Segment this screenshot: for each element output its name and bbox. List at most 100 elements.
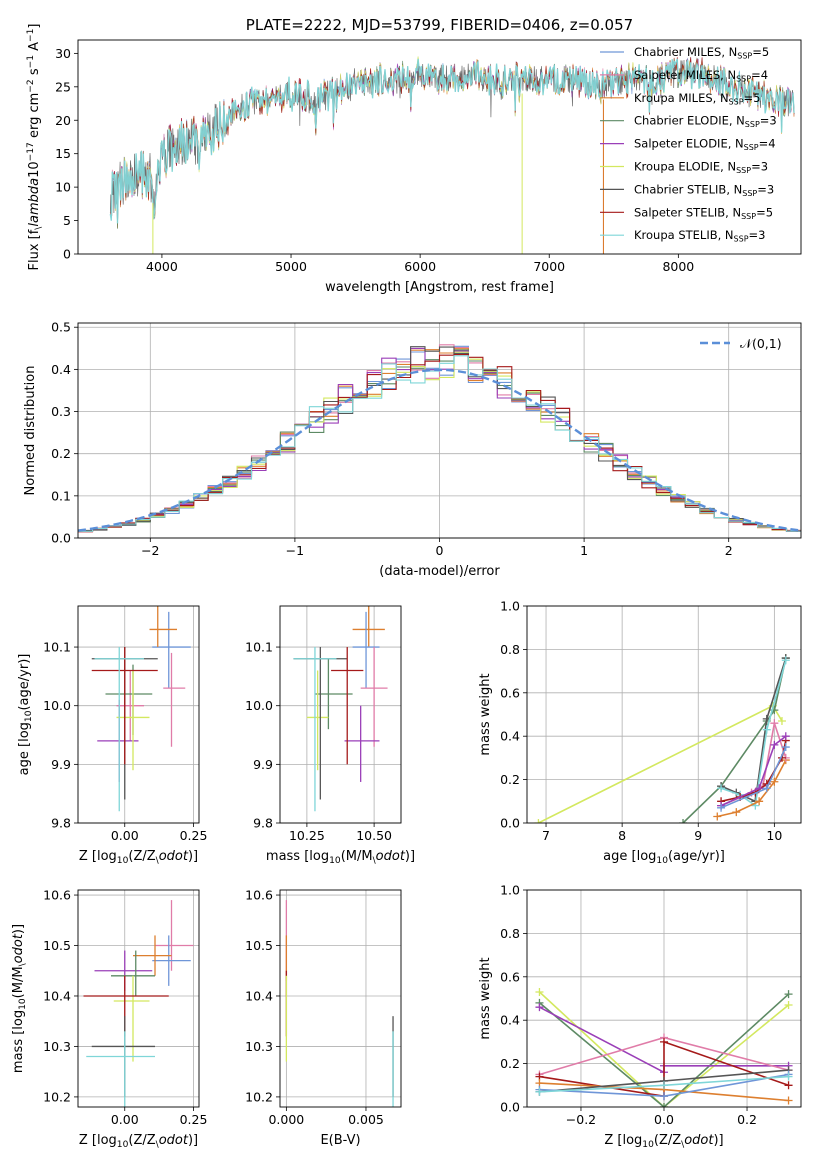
legend-entry: Salpeter ELODIE, NSSP=4 <box>634 137 776 153</box>
weight-marker <box>784 1081 793 1090</box>
x-axis-label: Z [log10(Z/Z\odot)] <box>79 849 198 866</box>
label-fragment: SSP <box>736 74 751 83</box>
label-fragment: s <box>27 68 42 79</box>
label-fragment: odot <box>159 1133 189 1148</box>
label-fragment: 10 <box>27 161 42 178</box>
plot-area <box>83 900 194 1107</box>
x-tick-label: 0.2 <box>737 1112 757 1127</box>
y-tick-label: 10.0 <box>245 698 273 713</box>
label-fragment: )] <box>405 849 415 864</box>
label-fragment: 10 <box>656 856 668 866</box>
plot-area <box>535 987 793 1107</box>
label-fragment: SSP <box>744 143 759 152</box>
y-tick-label: 0.8 <box>500 642 520 657</box>
y-tick-label: 0.2 <box>500 1056 520 1071</box>
x-axis-label: (data-model)/error <box>379 564 500 579</box>
y-axis-label: mass [log10(M/M\odot)] <box>11 924 28 1073</box>
label-fragment: Chabrier STELIB, N <box>634 182 742 196</box>
y-tick-label: 0.5 <box>51 320 71 335</box>
y-tick-label: 10.6 <box>245 888 273 903</box>
plot-area <box>91 606 191 812</box>
y-tick-label: 0.2 <box>51 446 71 461</box>
x-tick-label: 4000 <box>146 259 178 274</box>
label-fragment: −2 <box>26 79 36 92</box>
label-fragment: Flux [f <box>27 229 42 270</box>
weight-marker <box>534 819 543 823</box>
weight-marker <box>535 1003 544 1012</box>
y-tick-label: 10.2 <box>245 1089 273 1104</box>
label-fragment: \ <box>681 1140 685 1150</box>
axes-residuals: −2 −1 0 1 2 0.0 0.1 0.2 0.3 0.4 0.5 (data-model)/er… <box>23 320 802 579</box>
y-tick-label: 10.1 <box>43 640 71 655</box>
label-fragment: Chabrier ELODIE, N <box>634 114 745 128</box>
label-fragment: SSP <box>737 52 752 61</box>
weight-marker <box>717 784 726 793</box>
label-fragment: ] <box>27 23 42 28</box>
y-tick-label: 0.4 <box>500 1013 520 1028</box>
label-fragment: 10 <box>117 1140 129 1150</box>
legend-entry: Kroupa MILES, NSSP=5 <box>634 91 760 107</box>
weight-marker <box>762 725 771 734</box>
x-tick-label: 0.00 <box>111 828 139 843</box>
label-fragment: wavelength [Angstrom, rest frame] <box>325 280 554 295</box>
x-tick-label: 8 <box>618 828 626 843</box>
legend-entry: Chabrier MILES, NSSP=5 <box>634 45 769 61</box>
y-axis-label: Normed distribution <box>23 366 38 496</box>
weight-marker <box>660 1092 668 1101</box>
weight-marker <box>732 808 741 817</box>
x-tick-label: 6000 <box>404 259 436 274</box>
y-axis-label: mass weight <box>478 957 493 1039</box>
y-axis-label: Flux [f\lambda10−17 erg cm−2 s−1 A−1] <box>26 23 44 270</box>
x-tick-label: 0.0 <box>654 1112 674 1127</box>
label-fragment: lambda <box>27 178 42 227</box>
y-tick-label: 10.5 <box>245 938 273 953</box>
label-fragment: )] <box>188 849 198 864</box>
legend-entry: Salpeter STELIB, NSSP=5 <box>634 205 773 221</box>
plot-area <box>293 606 388 812</box>
y-tick-label: 0.0 <box>51 531 71 546</box>
y-tick-label: 0.4 <box>500 729 520 744</box>
label-fragment: mass [log <box>11 1010 26 1073</box>
label-fragment: )] <box>11 924 26 934</box>
label-fragment: odot <box>11 933 26 963</box>
chart-title: PLATE=2222, MJD=53799, FIBERID=0406, z=0… <box>246 16 633 34</box>
label-fragment: Kroupa MILES, N <box>634 91 729 105</box>
weight-marker <box>784 1096 793 1105</box>
x-axis-label: age [log10(age/yr)] <box>603 849 725 866</box>
x-tick-label: 10.50 <box>356 828 392 843</box>
label-fragment: SSP <box>745 120 760 129</box>
label-fragment: Salpeter ELODIE, N <box>634 137 744 151</box>
label-fragment: \ <box>18 962 28 966</box>
label-fragment: (age/yr)] <box>668 849 725 864</box>
axes-age-vs-mass: 10.25 10.50 9.8 9.9 10.0 10.1 mass [log10(M/M\… <box>245 605 415 866</box>
weight-marker <box>679 819 688 823</box>
axes-weight-vs-z: −0.2 0.0 0.2 0.0 0.2 0.4 0.6 0.8 1.0 Z [log10(Z/Z… <box>478 883 802 1150</box>
label-fragment: mass weight <box>478 673 493 755</box>
axes-frame <box>77 605 200 824</box>
x-tick-label: 10 <box>766 828 782 843</box>
y-tick-label: 10.3 <box>43 1039 71 1054</box>
y-tick-label: 10 <box>55 180 71 195</box>
label-fragment: odot <box>159 849 189 864</box>
y-tick-label: 0.1 <box>51 488 71 503</box>
label-fragment: SSP <box>741 212 756 221</box>
weight-marker <box>755 797 764 806</box>
label-fragment: 10 <box>18 998 28 1010</box>
label-fragment: SSP <box>734 235 749 244</box>
axes-frame <box>77 322 802 539</box>
label-fragment: odot <box>376 849 406 864</box>
plot-area <box>285 900 394 1107</box>
label-fragment: =3 <box>749 228 766 242</box>
label-fragment: )] <box>188 1133 198 1148</box>
label-fragment: \ <box>156 1140 160 1150</box>
label-fragment: Kroupa ELODIE, N <box>634 160 736 174</box>
label-fragment: (Z/Z <box>654 1133 681 1148</box>
y-tick-label: 0.6 <box>500 969 520 984</box>
y-tick-label: 0.6 <box>500 685 520 700</box>
weight-marker <box>660 1103 668 1107</box>
x-tick-label: 7 <box>542 828 550 843</box>
weight-marker <box>770 777 779 786</box>
axes-frame <box>526 605 802 824</box>
